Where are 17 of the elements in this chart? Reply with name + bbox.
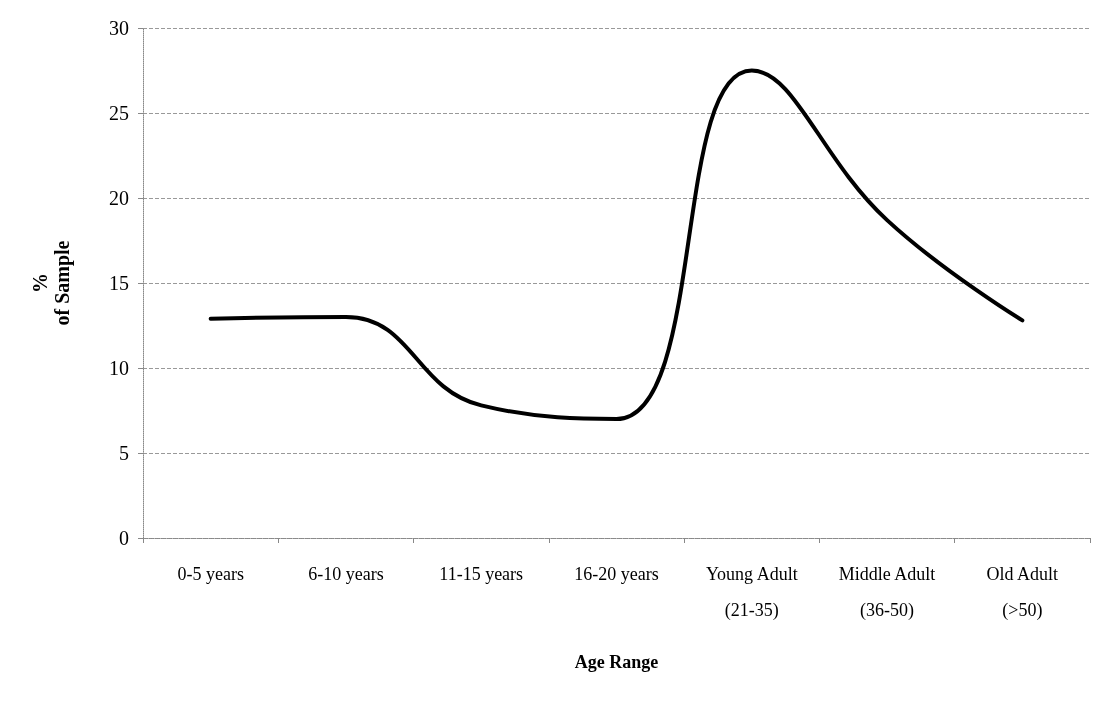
x-tick-label: 16-20 years	[574, 564, 659, 584]
x-tick-label: 0-5 years	[177, 564, 244, 584]
x-tick-label: Old Adult (>50)	[986, 564, 1059, 621]
y-tick-label: 5	[119, 442, 129, 464]
y-tick-label: 30	[109, 17, 129, 39]
line-series	[208, 68, 1025, 421]
y-tick-label: 20	[109, 187, 129, 209]
y-tick-label: 0	[119, 527, 129, 549]
x-tick-label: 6-10 years	[308, 564, 384, 584]
y-axis-title: % of Sample	[29, 240, 74, 326]
x-tick-label: Middle Adult (36-50)	[838, 564, 936, 621]
y-tick-label: 25	[109, 102, 129, 124]
y-tick-label: 10	[109, 357, 129, 379]
x-axis-title: Age Range	[574, 652, 659, 672]
y-tick-label: 15	[109, 272, 129, 294]
x-tick-label: 11-15 years	[439, 564, 524, 584]
x-tick-label: Young Adult (21-35)	[705, 564, 798, 621]
